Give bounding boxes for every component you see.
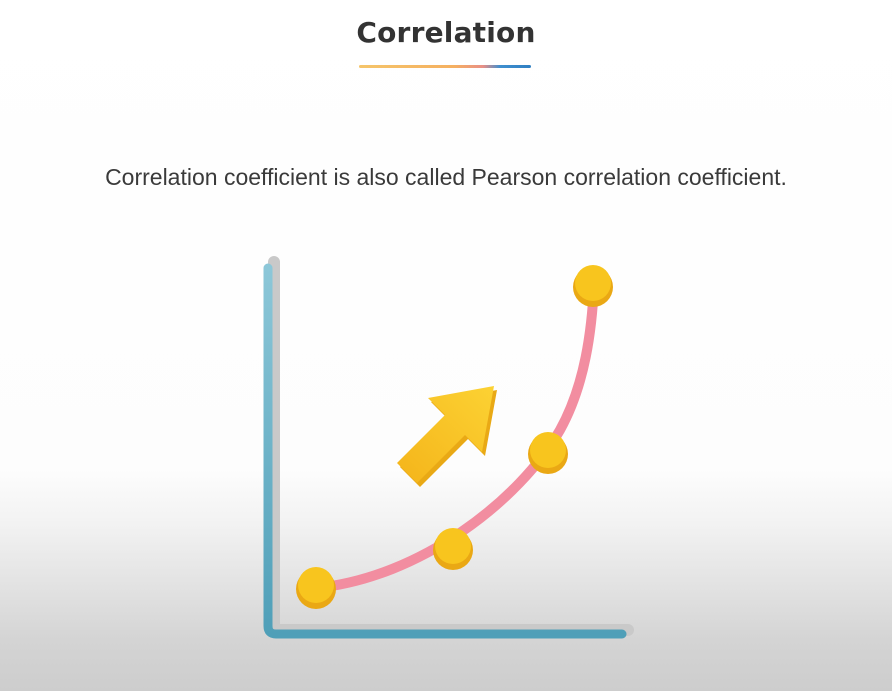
data-point [528, 432, 568, 474]
slide-title: Correlation [356, 16, 536, 49]
up-right-arrow-icon [397, 386, 497, 487]
axis-icon [263, 263, 627, 639]
slide-subtitle: Correlation coefficient is also called P… [105, 164, 787, 190]
title-underline [359, 65, 531, 68]
data-point [296, 567, 336, 609]
data-point [433, 528, 473, 570]
correlation-graph-illustration [263, 256, 634, 639]
data-point [573, 265, 613, 307]
